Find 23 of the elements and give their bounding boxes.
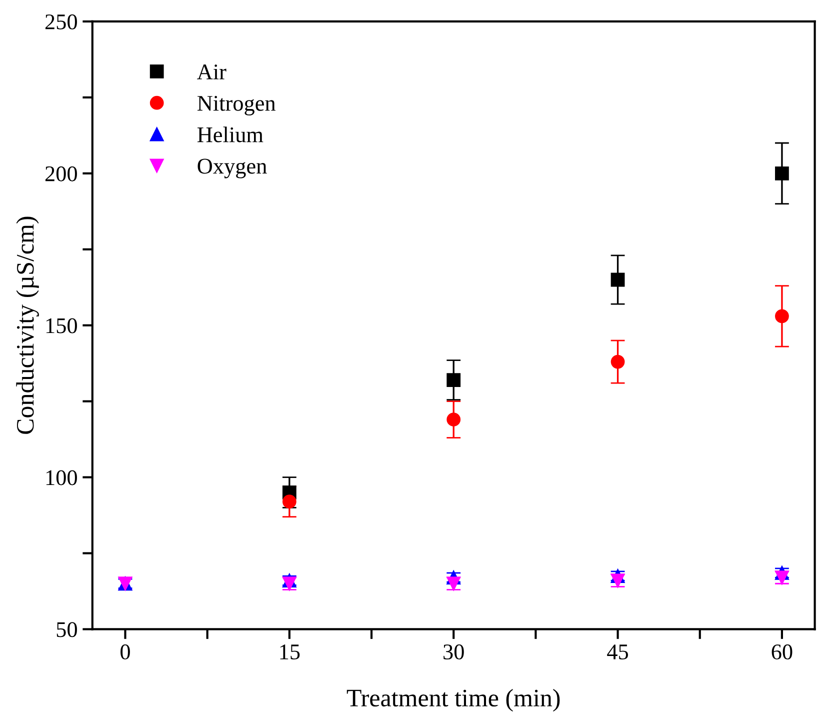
- legend-label: Nitrogen: [197, 96, 276, 116]
- point: [610, 272, 625, 287]
- y-tick-label: 200: [45, 166, 77, 182]
- point: [775, 309, 789, 324]
- x-tick-label: 15: [280, 644, 300, 660]
- y-tick-label: 50: [56, 622, 77, 638]
- y-tick-label: 150: [46, 318, 77, 334]
- y-tick-label: 100: [46, 470, 77, 486]
- y-axis-title: Conductivity (µS/cm): [16, 216, 39, 434]
- point: [282, 494, 296, 509]
- point: [610, 354, 625, 369]
- point: [446, 373, 461, 387]
- point: [446, 412, 461, 426]
- y-tick-label: 250: [45, 14, 77, 30]
- x-tick-label: 60: [772, 644, 792, 660]
- x-tick-label: 30: [444, 644, 464, 660]
- legend-label: Oxygen: [198, 158, 267, 178]
- legend-label: Air: [197, 64, 226, 80]
- x-axis-title: Treatment time (min): [346, 688, 560, 712]
- legend-label: Helium: [197, 126, 264, 142]
- point: [775, 166, 789, 180]
- x-tick-label: 0: [120, 644, 130, 660]
- x-tick-label: 45: [607, 644, 628, 660]
